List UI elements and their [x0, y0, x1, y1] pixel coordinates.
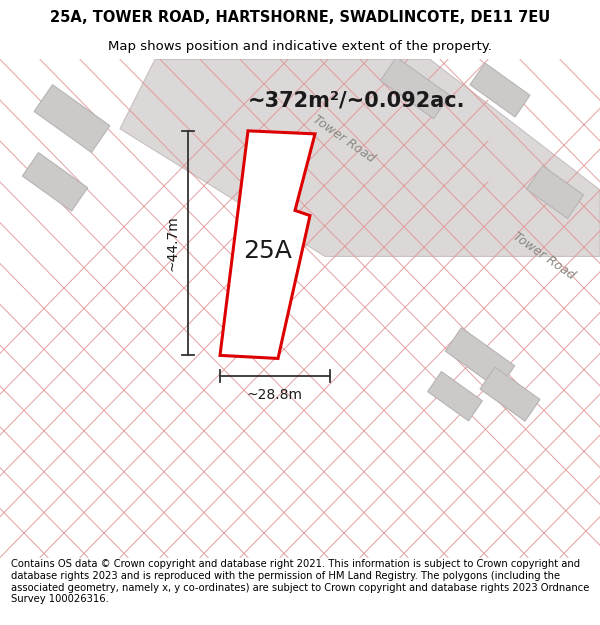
Polygon shape	[380, 58, 449, 119]
Polygon shape	[480, 368, 540, 421]
Text: Tower Road: Tower Road	[510, 230, 577, 282]
Text: 25A, TOWER ROAD, HARTSHORNE, SWADLINCOTE, DE11 7EU: 25A, TOWER ROAD, HARTSHORNE, SWADLINCOTE…	[50, 10, 550, 25]
Text: ~44.7m: ~44.7m	[166, 215, 180, 271]
Polygon shape	[428, 371, 482, 421]
Text: 25A: 25A	[244, 239, 292, 263]
Text: ~372m²/~0.092ac.: ~372m²/~0.092ac.	[248, 90, 466, 110]
Text: Contains OS data © Crown copyright and database right 2021. This information is : Contains OS data © Crown copyright and d…	[11, 559, 589, 604]
Text: Map shows position and indicative extent of the property.: Map shows position and indicative extent…	[108, 40, 492, 52]
Polygon shape	[470, 63, 530, 117]
Polygon shape	[526, 166, 584, 218]
Polygon shape	[120, 59, 600, 256]
Polygon shape	[445, 328, 515, 389]
Polygon shape	[22, 152, 88, 211]
Polygon shape	[34, 85, 110, 152]
Text: ~28.8m: ~28.8m	[247, 388, 303, 402]
Text: Tower Road: Tower Road	[310, 113, 377, 165]
Polygon shape	[220, 131, 315, 359]
